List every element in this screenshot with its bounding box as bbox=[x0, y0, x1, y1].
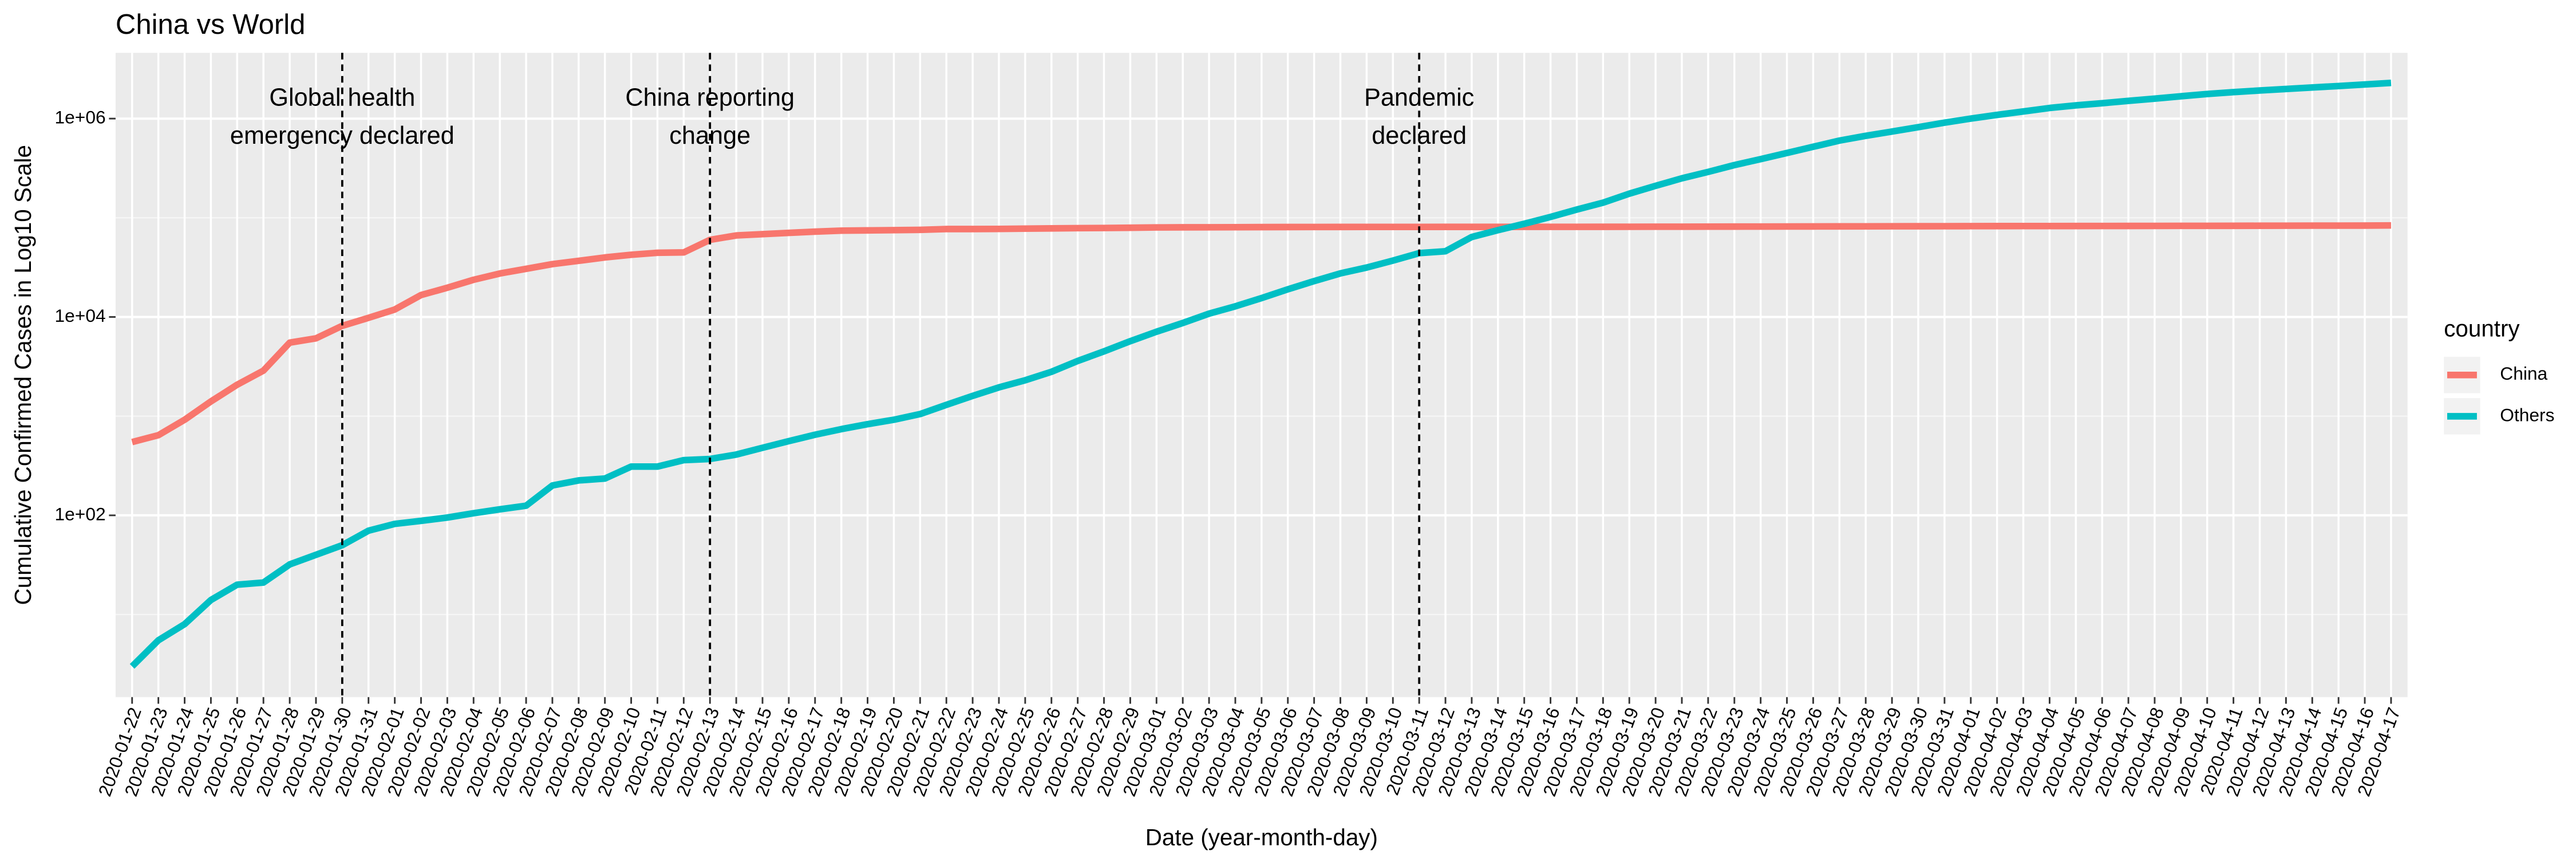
annotation-label: change bbox=[669, 122, 750, 149]
y-tick-label: 1e+04 bbox=[55, 305, 106, 326]
y-tick-label: 1e+06 bbox=[55, 107, 106, 127]
series-line bbox=[131, 222, 2391, 446]
annotation-label: Global health bbox=[269, 84, 415, 111]
annotation-label: China reporting bbox=[625, 84, 795, 111]
legend-label: Others bbox=[2500, 404, 2554, 425]
chart-title: China vs World bbox=[116, 9, 305, 40]
series-line bbox=[129, 80, 2392, 669]
legend-title: country bbox=[2444, 316, 2520, 342]
annotation-label: declared bbox=[1372, 122, 1467, 149]
annotation-label: emergency declared bbox=[230, 122, 455, 149]
annotation-label: Pandemic bbox=[1364, 84, 1474, 111]
legend-label: China bbox=[2500, 363, 2547, 384]
y-tick-label: 1e+02 bbox=[55, 503, 106, 524]
y-axis-title: Cumulative Confirmed Cases in Log10 Scal… bbox=[10, 145, 36, 605]
x-axis-title: Date (year-month-day) bbox=[1145, 824, 1378, 850]
